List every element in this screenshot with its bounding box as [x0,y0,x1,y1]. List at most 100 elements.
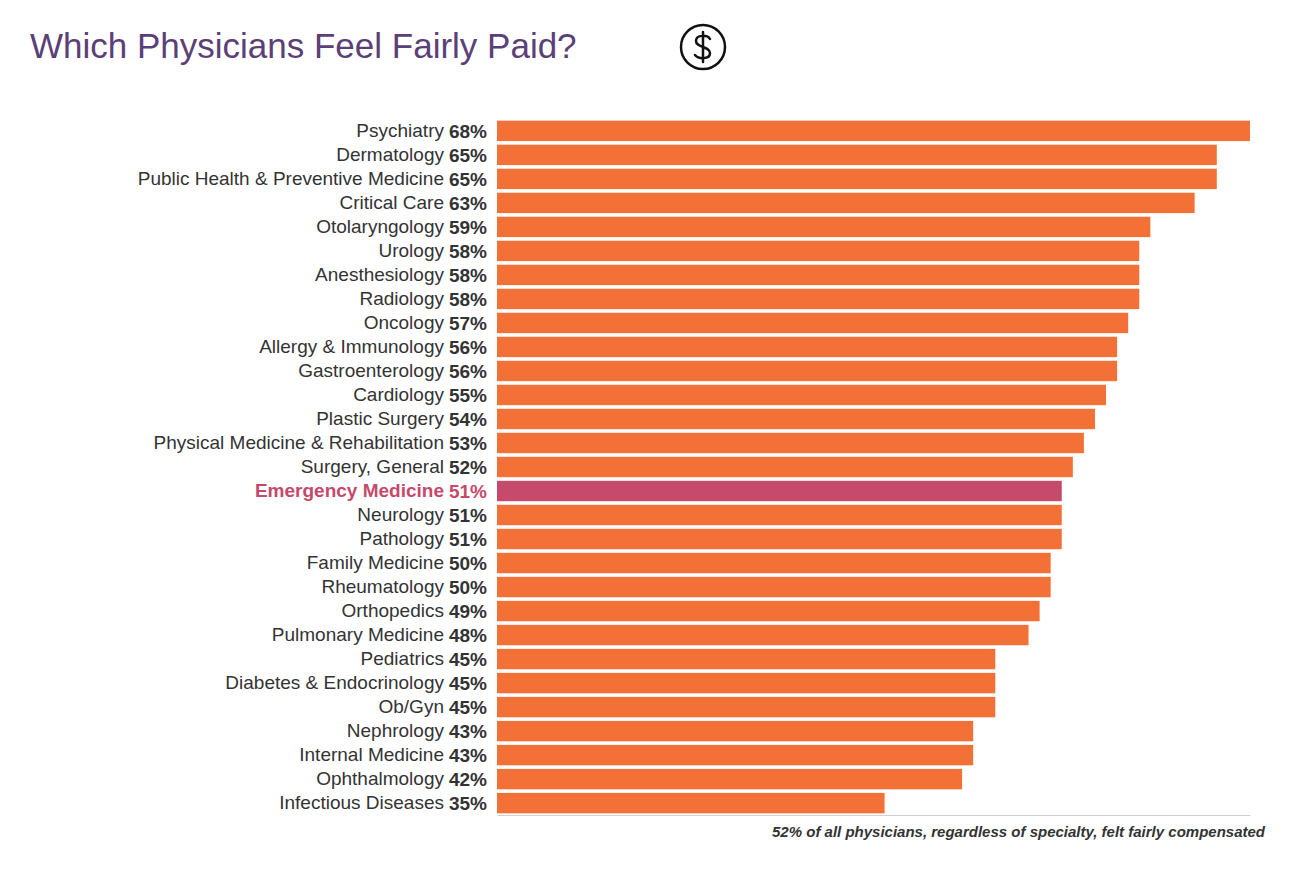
y-tick: Allergy & Immunology [259,336,497,357]
bars [497,121,1250,814]
bar [497,385,1106,405]
data-label: 45% [449,673,487,694]
data-label: 49% [449,601,487,622]
bar [497,289,1139,309]
category-label: Critical Care [339,192,444,213]
data-label: 54% [449,409,487,430]
bar [497,505,1062,525]
chart: Which Physicians Feel Fairly Paid?68%65%… [0,0,1290,878]
category-label: Plastic Surgery [316,408,444,429]
y-tick: Ob/Gyn [378,696,497,717]
category-label: Emergency Medicine [255,480,444,501]
data-label: 48% [449,625,487,646]
bar [497,649,995,669]
bar [497,697,995,717]
y-tick: Pulmonary Medicine [272,624,497,645]
y-tick: Infectious Diseases [279,792,497,813]
category-label: Gastroenterology [298,360,444,381]
y-tick: Urology [378,240,497,261]
category-label: Infectious Diseases [279,792,444,813]
y-tick: Public Health & Preventive Medicine [138,168,497,189]
y-tick: Diabetes & Endocrinology [225,672,497,693]
data-label: 58% [449,289,487,310]
y-tick: Critical Care [339,192,497,213]
data-label: 51% [449,529,487,550]
data-label: 56% [449,361,487,382]
bar [497,673,995,693]
bar [497,169,1217,189]
bar [497,577,1051,597]
y-tick: Plastic Surgery [316,408,497,429]
data-label: 63% [449,193,487,214]
data-label: 51% [449,481,487,502]
category-label: Rheumatology [321,576,444,597]
data-label: 45% [449,697,487,718]
icon-dollar [695,32,710,62]
category-label: Internal Medicine [299,744,444,765]
category-label: Cardiology [353,384,444,405]
category-label: Diabetes & Endocrinology [225,672,444,693]
category-label: Family Medicine [307,552,444,573]
bar [497,625,1029,645]
y-tick: Anesthesiology [315,264,497,285]
y-tick: Orthopedics [342,600,497,621]
data-label: 56% [449,337,487,358]
y-tick: Emergency Medicine [255,480,497,501]
y-tick: Nephrology [347,720,497,741]
data-label: 55% [449,385,487,406]
category-label: Surgery, General [301,456,444,477]
y-tick: Psychiatry [356,120,497,141]
data-label: 45% [449,649,487,670]
icon-circle [681,25,725,69]
bar [497,409,1095,429]
bar [497,529,1062,549]
category-label: Orthopedics [342,600,444,621]
category-label: Physical Medicine & Rehabilitation [154,432,444,453]
y-tick: Dermatology [336,144,497,165]
annotation: 52% of all physicians, regardless of spe… [772,823,1266,840]
category-label: Ophthalmology [316,768,444,789]
data-label: 50% [449,577,487,598]
y-tick: Ophthalmology [316,768,497,789]
y-tick: Pathology [359,528,497,549]
data-label: 65% [449,145,487,166]
data-label: 53% [449,433,487,454]
data-label: 42% [449,769,487,790]
data-label: 51% [449,505,487,526]
bar [497,265,1139,285]
category-label: Anesthesiology [315,264,444,285]
y-tick: Neurology [357,504,497,525]
y-tick: Radiology [359,288,497,309]
bar [497,337,1117,357]
category-label: Allergy & Immunology [259,336,444,357]
data-label: 35% [449,793,487,814]
y-axis: Psychiatry Dermatology Public Health & Pre… [138,120,498,816]
data-label: 58% [449,241,487,262]
bar [497,121,1250,141]
category-label: Pulmonary Medicine [272,624,444,645]
category-label: Psychiatry [356,120,444,141]
category-label: Ob/Gyn [378,696,443,717]
x-axis-line [498,815,1251,816]
bar [497,145,1217,165]
category-label: Neurology [357,504,444,525]
bar [497,793,885,813]
bar [497,241,1139,261]
bar [497,313,1128,333]
category-label: Nephrology [347,720,445,741]
data-label: 59% [449,217,487,238]
category-label: Radiology [359,288,444,309]
category-label: Pediatrics [361,648,444,669]
category-label: Oncology [364,312,445,333]
y-axis-line [497,120,498,816]
y-tick: Surgery, General [301,456,497,477]
y-tick: Physical Medicine & Rehabilitation [154,432,497,453]
bar [497,361,1117,381]
bar [497,745,973,765]
data-label: 65% [449,169,487,190]
y-tick: Rheumatology [321,576,497,597]
bar [497,601,1040,621]
bar [497,457,1073,477]
data-label: 57% [449,313,487,334]
bar [497,481,1062,501]
